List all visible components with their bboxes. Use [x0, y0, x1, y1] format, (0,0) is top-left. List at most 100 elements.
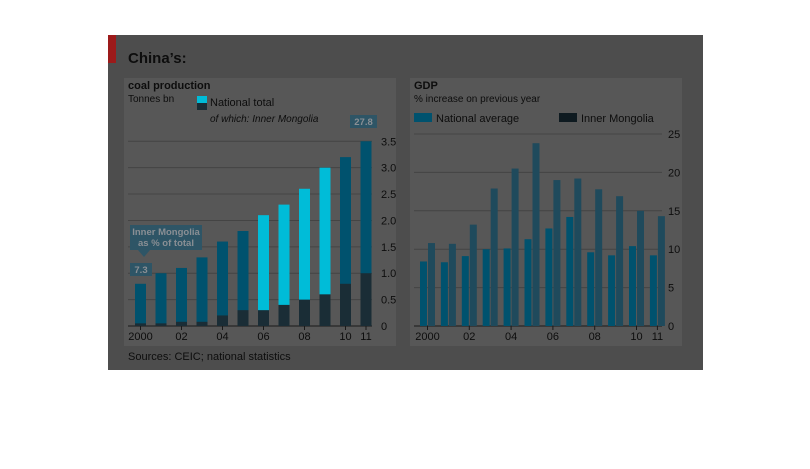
accent-bar [108, 35, 116, 63]
coal-share-label-line2: as % of total [138, 238, 194, 249]
gdp-xtick-label: 02 [463, 331, 475, 343]
gdp-subtitle: % increase on previous year [414, 94, 541, 105]
gdp-xtick-label: 04 [505, 331, 517, 343]
gdp-bar-inner-mongolia [574, 178, 582, 326]
gdp-bar-inner-mongolia [637, 210, 644, 326]
coal-ytick-label: 2.0 [381, 215, 396, 227]
coal-xtick-label: 08 [298, 331, 310, 343]
gdp-bar-national-average [629, 246, 636, 326]
coal-bar-national [299, 188, 310, 326]
coal-ytick-label: 3.0 [381, 163, 396, 175]
coal-bar-national [176, 267, 187, 326]
source-note: Sources: CEIC; national statistics [128, 351, 291, 363]
gdp-legend-label-national: National average [436, 113, 519, 125]
coal-legend-label-national: National total [210, 97, 274, 109]
coal-bar-national [278, 204, 290, 326]
gdp-xtick-label: 06 [547, 331, 559, 343]
gdp-bar-inner-mongolia [490, 188, 498, 326]
gdp-xtick-label: 08 [589, 331, 601, 343]
coal-ytick-label: 1.0 [381, 268, 396, 280]
figure-title: China’s: [128, 50, 187, 67]
gdp-legend-label-inner-mongolia: Inner Mongolia [581, 113, 655, 125]
gdp-bar-national-average [524, 239, 532, 326]
gdp-bar-national-average [587, 252, 595, 326]
coal-bar-national [340, 157, 351, 326]
gdp-bar-national-average [503, 248, 511, 326]
coal-bar-national [237, 231, 249, 326]
gdp-xtick-label: 10 [630, 331, 642, 343]
coal-xtick-label: 11 [360, 331, 371, 343]
gdp-bar-national-average [545, 228, 553, 326]
coal-bar-national [135, 283, 146, 326]
coal-share-last-box [350, 115, 377, 128]
gdp-growth-chart: GDP % increase on previous year 0 5 10 15 20 25… [414, 80, 680, 343]
coal-ytick-label: 1.5 [381, 242, 396, 254]
coal-share-first-value: 7.3 [134, 265, 147, 276]
gdp-bar-national-average [608, 255, 616, 326]
coal-legend-swatch-inner-mongolia [197, 103, 207, 110]
coal-title: coal production [128, 80, 211, 92]
coal-xtick-label: 04 [216, 331, 228, 343]
coal-bar-inner-mongolia [340, 283, 351, 326]
gdp-ytick-label: 10 [668, 244, 680, 256]
coal-bar-inner-mongolia [258, 310, 269, 326]
gdp-xtick-label: 11 [652, 331, 663, 343]
coal-legend-swatch-national [197, 96, 207, 103]
coal-bar-national [258, 215, 269, 326]
coal-bar-national [217, 241, 228, 326]
gdp-bar-national-average [461, 256, 469, 326]
gdp-title: GDP [414, 80, 438, 92]
coal-share-last-value: 27.8 [354, 117, 373, 128]
coal-xtick-label: 06 [257, 331, 269, 343]
gdp-bar-national-average [420, 261, 427, 326]
coal-bar-national [196, 257, 208, 326]
coal-share-label-box [130, 225, 202, 250]
gdp-bar-inner-mongolia [532, 143, 540, 326]
coal-ytick-label: 0 [381, 321, 387, 333]
coal-ytick-label: 3.5 [381, 136, 396, 148]
coal-bar-inner-mongolia [278, 304, 290, 326]
coal-xtick-label: 2000 [128, 331, 152, 343]
coal-share-label-pointer [138, 250, 150, 257]
coal-bar-national [319, 167, 331, 326]
gdp-legend-swatch-national [414, 113, 432, 122]
coal-share-first-box [130, 263, 152, 276]
gdp-bar-national-average [482, 249, 490, 326]
gdp-bar-national-average [566, 216, 574, 326]
gdp-legend-swatch-inner-mongolia [559, 113, 577, 122]
gdp-bar-national-average [440, 262, 448, 326]
gdp-bar-inner-mongolia [595, 189, 603, 326]
coal-bar-inner-mongolia [237, 310, 249, 326]
gdp-bar-inner-mongolia [657, 216, 665, 326]
coal-bar-national [155, 273, 167, 326]
coal-bar-inner-mongolia [196, 321, 208, 326]
coal-share-label-line1: Inner Mongolia [132, 227, 200, 238]
coal-subtitle: Tonnes bn [128, 94, 174, 105]
coal-ytick-label: 0.5 [381, 295, 396, 307]
gdp-bar-inner-mongolia [553, 180, 561, 326]
coal-bar-inner-mongolia [299, 299, 310, 326]
coal-ytick-label: 2.5 [381, 189, 396, 201]
gdp-bar-national-average [649, 255, 657, 326]
coal-bar-inner-mongolia [319, 294, 331, 326]
gdp-bar-inner-mongolia [448, 243, 456, 326]
coal-bar-inner-mongolia [155, 323, 167, 326]
coal-xtick-label: 10 [339, 331, 351, 343]
gdp-bar-inner-mongolia [428, 243, 435, 326]
gdp-ytick-label: 0 [668, 321, 674, 333]
gdp-bar-inner-mongolia [616, 196, 624, 326]
coal-production-chart: coal production Tonnes bn 0 0.5 1.0 1.5 2.0 2.5… [128, 80, 396, 343]
coal-bar-inner-mongolia [217, 315, 228, 326]
coal-bar-national [360, 141, 372, 326]
gdp-bar-inner-mongolia [469, 224, 477, 326]
coal-bar-inner-mongolia [360, 273, 372, 326]
coal-xtick-label: 02 [175, 331, 187, 343]
gdp-ytick-label: 20 [668, 167, 680, 179]
gdp-xtick-label: 2000 [415, 331, 439, 343]
gdp-bar-inner-mongolia [511, 168, 519, 326]
gdp-ytick-label: 15 [668, 206, 680, 218]
gdp-ytick-label: 5 [668, 283, 674, 295]
coal-bar-inner-mongolia [135, 323, 146, 326]
